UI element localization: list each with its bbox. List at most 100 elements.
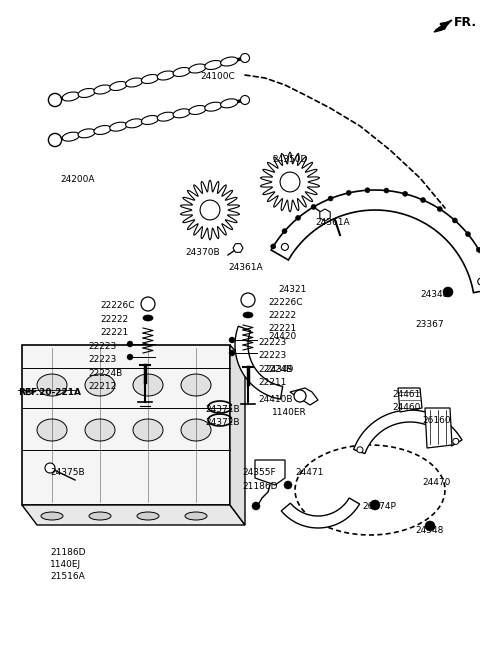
Ellipse shape — [181, 374, 211, 396]
Ellipse shape — [62, 132, 79, 141]
Ellipse shape — [41, 512, 63, 520]
Ellipse shape — [185, 512, 207, 520]
Text: 24349: 24349 — [265, 365, 293, 374]
Text: 24420: 24420 — [268, 332, 296, 341]
Circle shape — [478, 278, 480, 285]
Ellipse shape — [137, 512, 159, 520]
Polygon shape — [271, 190, 480, 293]
Circle shape — [384, 188, 389, 193]
Ellipse shape — [221, 57, 238, 66]
Circle shape — [294, 390, 306, 402]
Circle shape — [127, 341, 133, 347]
Text: 21186D: 21186D — [242, 482, 277, 491]
Text: 22223: 22223 — [88, 355, 116, 364]
Ellipse shape — [205, 102, 222, 111]
Ellipse shape — [133, 374, 163, 396]
Circle shape — [281, 244, 288, 251]
Circle shape — [357, 447, 363, 453]
Ellipse shape — [189, 64, 206, 73]
Ellipse shape — [157, 71, 174, 80]
Ellipse shape — [126, 119, 143, 128]
Polygon shape — [425, 408, 452, 448]
Ellipse shape — [89, 512, 111, 520]
Text: 23367: 23367 — [415, 320, 444, 329]
Text: 22226C: 22226C — [100, 301, 134, 310]
Circle shape — [328, 196, 333, 201]
Circle shape — [403, 191, 408, 196]
Ellipse shape — [37, 374, 67, 396]
Polygon shape — [22, 345, 230, 505]
Text: 22223: 22223 — [88, 342, 116, 351]
Ellipse shape — [85, 419, 115, 441]
Circle shape — [452, 218, 457, 223]
Circle shape — [48, 94, 61, 107]
Circle shape — [241, 293, 255, 307]
Ellipse shape — [143, 315, 153, 321]
Ellipse shape — [133, 419, 163, 441]
Text: 24100C: 24100C — [200, 72, 235, 81]
Circle shape — [141, 297, 155, 311]
Text: 1140EJ: 1140EJ — [50, 560, 81, 569]
Text: 24200A: 24200A — [60, 175, 95, 184]
Ellipse shape — [173, 67, 190, 76]
Circle shape — [282, 229, 287, 234]
Circle shape — [443, 287, 453, 297]
Text: 24460: 24460 — [392, 403, 420, 412]
Text: 24375B: 24375B — [50, 468, 84, 477]
Circle shape — [476, 247, 480, 252]
Circle shape — [466, 232, 470, 236]
Circle shape — [229, 350, 235, 356]
Circle shape — [200, 200, 220, 220]
Polygon shape — [233, 244, 243, 253]
Ellipse shape — [181, 419, 211, 441]
Text: 24361A: 24361A — [228, 263, 263, 272]
Polygon shape — [180, 180, 240, 240]
Text: 22212: 22212 — [88, 382, 116, 391]
Text: 24372B: 24372B — [205, 418, 240, 427]
Circle shape — [437, 207, 442, 211]
Text: FR.: FR. — [454, 16, 477, 28]
Text: 24348: 24348 — [415, 526, 444, 535]
Text: 21186D: 21186D — [50, 548, 85, 557]
Circle shape — [252, 502, 260, 510]
Text: 22224B: 22224B — [88, 369, 122, 378]
Polygon shape — [398, 388, 422, 412]
Circle shape — [127, 354, 133, 360]
Circle shape — [45, 463, 55, 473]
Text: 24348: 24348 — [420, 290, 448, 299]
Text: 22222: 22222 — [100, 315, 128, 324]
Text: 24321: 24321 — [278, 285, 306, 294]
Text: 1140ER: 1140ER — [272, 408, 307, 417]
Text: 24370B: 24370B — [185, 248, 220, 257]
Text: 24470: 24470 — [422, 478, 450, 487]
Ellipse shape — [62, 92, 79, 101]
Circle shape — [346, 191, 351, 196]
Ellipse shape — [142, 74, 158, 83]
Circle shape — [280, 172, 300, 192]
Ellipse shape — [110, 81, 127, 90]
Text: 22211: 22211 — [258, 378, 287, 387]
Ellipse shape — [110, 122, 127, 131]
Text: 24350D: 24350D — [272, 155, 307, 164]
Text: 24461: 24461 — [392, 390, 420, 399]
Polygon shape — [434, 20, 452, 32]
Ellipse shape — [78, 129, 95, 138]
Text: REF.20-221A: REF.20-221A — [18, 388, 81, 397]
Circle shape — [284, 481, 292, 489]
Text: 26160: 26160 — [422, 416, 451, 425]
Ellipse shape — [157, 112, 174, 121]
Text: 21516A: 21516A — [50, 572, 85, 581]
Text: 24410B: 24410B — [258, 395, 292, 404]
Ellipse shape — [205, 61, 222, 70]
Circle shape — [365, 188, 370, 193]
Polygon shape — [354, 410, 462, 453]
Text: 24361A: 24361A — [315, 218, 349, 227]
Text: 22223: 22223 — [258, 338, 286, 347]
Circle shape — [229, 337, 235, 343]
Polygon shape — [290, 388, 318, 405]
Ellipse shape — [173, 109, 190, 118]
Ellipse shape — [94, 85, 111, 94]
Ellipse shape — [142, 116, 158, 125]
Polygon shape — [281, 498, 360, 528]
Text: 22226C: 22226C — [268, 298, 302, 307]
